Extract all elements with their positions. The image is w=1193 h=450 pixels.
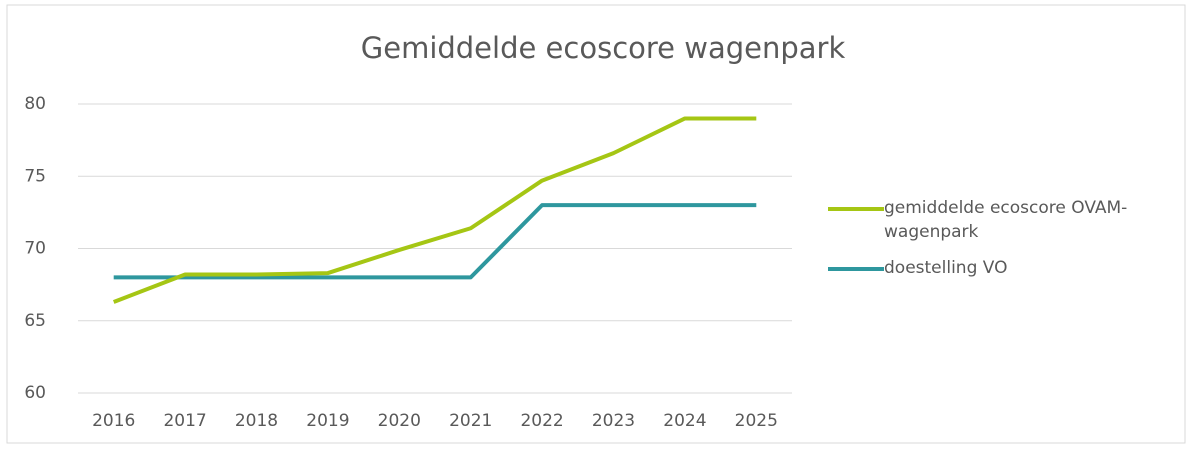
x-tick-label: 2025 <box>735 411 778 431</box>
x-tick-label: 2017 <box>163 411 206 431</box>
legend-label: gemiddelde ecoscore OVAM-wagenpark <box>884 198 1128 242</box>
x-tick-label: 2022 <box>520 411 563 431</box>
chart-title: Gemiddelde ecoscore wagenpark <box>361 31 846 65</box>
x-tick-label: 2024 <box>663 411 706 431</box>
x-tick-label: 2018 <box>235 411 278 431</box>
x-tick-label: 2019 <box>306 411 349 431</box>
legend-swatch <box>828 267 884 271</box>
legend-label: doestelling VO <box>884 258 1008 278</box>
x-tick-label: 2021 <box>449 411 492 431</box>
y-tick-label: 75 <box>24 166 46 186</box>
line-series <box>113 203 757 280</box>
y-tick-label: 80 <box>24 94 46 114</box>
y-tick-label: 70 <box>24 239 46 259</box>
legend-swatch <box>828 207 884 211</box>
legend-entry: gemiddelde ecoscore OVAM-wagenpark <box>828 196 1168 244</box>
x-tick-label: 2020 <box>378 411 421 431</box>
x-tick-label: 2023 <box>592 411 635 431</box>
chart-border <box>6 4 1186 444</box>
line-series <box>112 116 757 304</box>
y-tick-label: 60 <box>24 383 46 403</box>
legend: gemiddelde ecoscore OVAM-wagenpark doeste… <box>828 196 1168 292</box>
x-tick-label: 2016 <box>92 411 135 431</box>
y-tick-label: 65 <box>24 311 46 331</box>
legend-entry: doestelling VO <box>828 256 1168 280</box>
